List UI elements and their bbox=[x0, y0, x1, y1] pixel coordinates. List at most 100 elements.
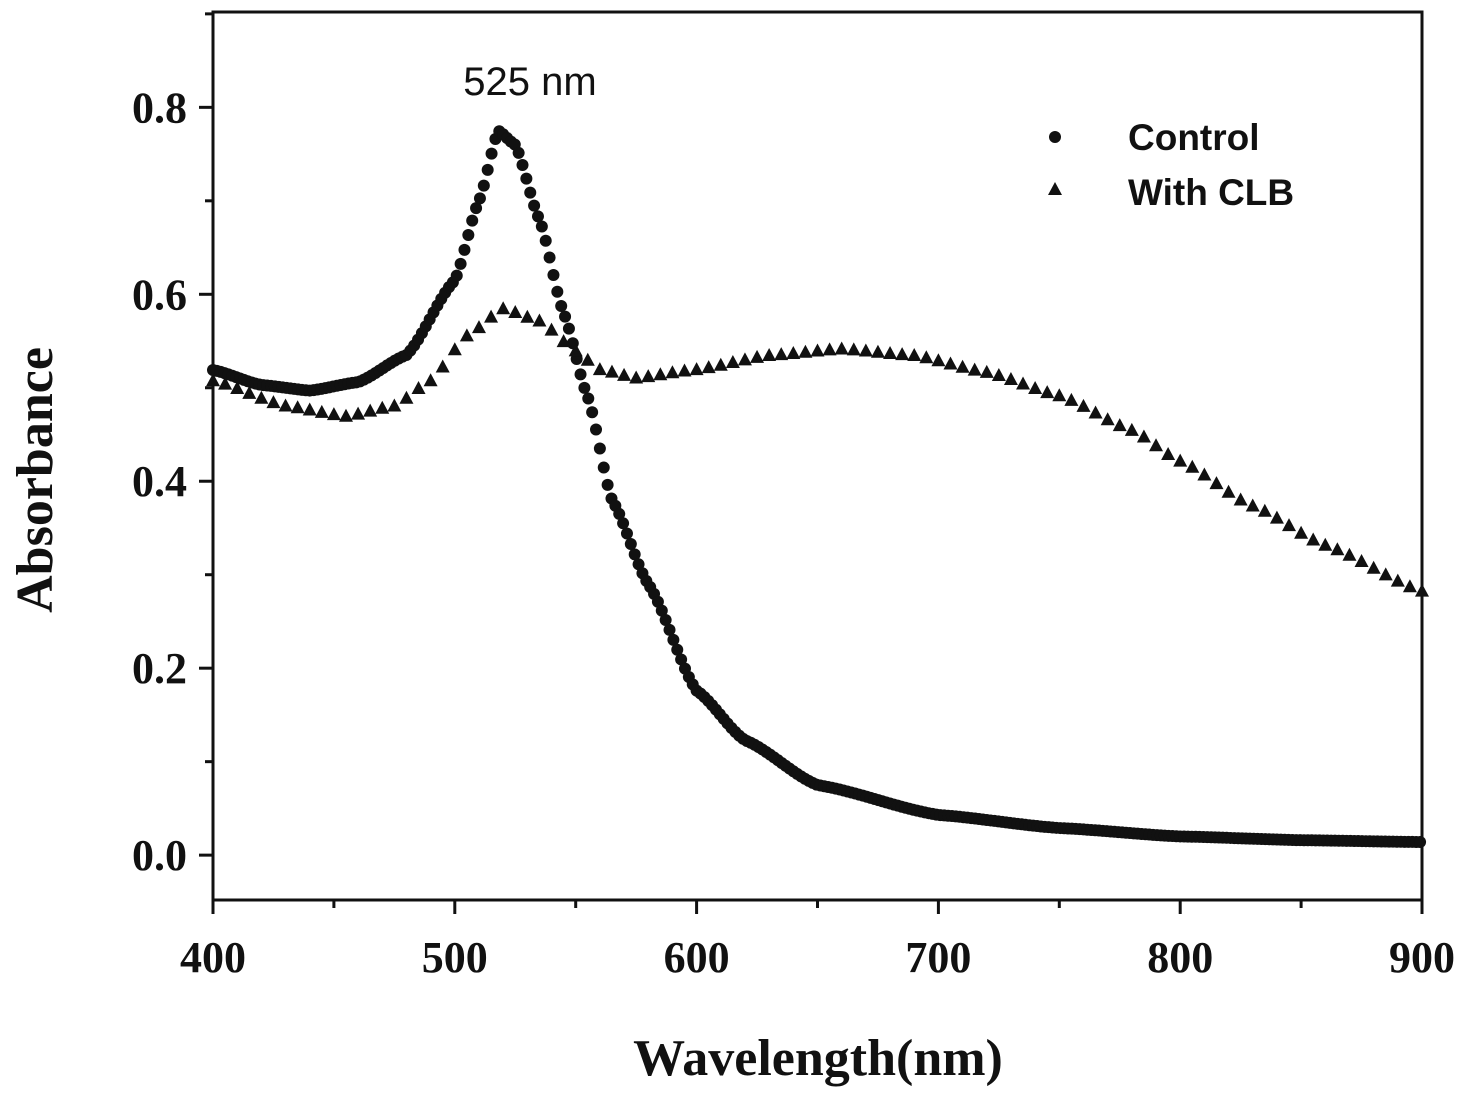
data-point bbox=[278, 398, 293, 412]
data-point bbox=[242, 385, 257, 399]
data-point bbox=[613, 507, 626, 520]
data-point bbox=[1016, 376, 1031, 390]
data-marks bbox=[206, 125, 1429, 849]
data-point bbox=[931, 353, 946, 367]
data-point bbox=[1282, 518, 1297, 532]
data-point bbox=[834, 341, 849, 355]
data-point bbox=[302, 402, 317, 416]
data-point bbox=[858, 343, 873, 357]
data-point bbox=[520, 172, 533, 185]
peak-annotation: 525 nm bbox=[463, 60, 596, 104]
data-point bbox=[919, 350, 934, 364]
data-point bbox=[671, 643, 684, 656]
data-point bbox=[737, 352, 752, 366]
data-point bbox=[1149, 438, 1164, 452]
data-point bbox=[458, 243, 471, 256]
data-point bbox=[786, 346, 801, 360]
data-point bbox=[1414, 836, 1427, 849]
data-point bbox=[387, 398, 402, 412]
data-point bbox=[586, 406, 599, 419]
y-tick-label: 0.0 bbox=[132, 831, 187, 880]
data-point bbox=[1233, 492, 1248, 506]
data-point bbox=[762, 348, 777, 362]
data-point bbox=[955, 359, 970, 373]
data-point bbox=[423, 373, 438, 387]
data-point bbox=[1306, 532, 1321, 546]
data-point bbox=[1136, 429, 1151, 443]
data-point bbox=[543, 251, 556, 264]
legend: Control With CLB bbox=[1048, 117, 1294, 213]
data-point bbox=[535, 220, 548, 233]
data-point bbox=[531, 210, 544, 223]
x-tick-label: 800 bbox=[1147, 933, 1213, 982]
data-point bbox=[544, 322, 559, 336]
data-point bbox=[667, 633, 680, 646]
data-point bbox=[1318, 537, 1333, 551]
data-point bbox=[632, 558, 645, 571]
data-point bbox=[629, 370, 644, 384]
data-point bbox=[1294, 525, 1309, 539]
data-point bbox=[1064, 392, 1079, 406]
data-point bbox=[556, 334, 571, 348]
series-control bbox=[207, 125, 1427, 849]
data-point bbox=[689, 362, 704, 376]
data-point bbox=[562, 322, 575, 335]
data-point bbox=[1076, 398, 1091, 412]
data-point bbox=[528, 199, 541, 212]
data-point bbox=[1161, 446, 1176, 460]
data-point bbox=[1028, 381, 1043, 395]
data-point bbox=[375, 400, 390, 414]
data-point bbox=[1185, 459, 1200, 473]
data-point bbox=[1366, 560, 1381, 574]
x-tick-label: 600 bbox=[664, 933, 730, 982]
data-point bbox=[1052, 388, 1067, 402]
data-point bbox=[943, 356, 958, 370]
data-point bbox=[547, 269, 560, 282]
x-tick-label: 500 bbox=[422, 933, 488, 982]
data-point bbox=[798, 344, 813, 358]
data-point bbox=[314, 404, 329, 418]
data-point bbox=[592, 362, 607, 376]
y-tick-label: 0.4 bbox=[132, 457, 187, 506]
data-point bbox=[628, 548, 641, 561]
data-point bbox=[516, 158, 529, 171]
data-point bbox=[473, 192, 486, 205]
data-point bbox=[677, 363, 692, 377]
data-point bbox=[1100, 412, 1115, 426]
data-point bbox=[450, 269, 463, 282]
x-tick-label: 700 bbox=[905, 933, 971, 982]
data-point bbox=[1342, 547, 1357, 561]
data-point bbox=[713, 357, 728, 371]
data-point bbox=[266, 395, 281, 409]
data-point bbox=[447, 342, 462, 356]
data-point bbox=[967, 362, 982, 376]
data-point bbox=[1209, 476, 1224, 490]
data-point bbox=[363, 403, 378, 417]
data-point bbox=[822, 342, 837, 356]
data-point bbox=[1197, 467, 1212, 481]
data-point bbox=[351, 406, 366, 420]
data-point bbox=[1269, 510, 1284, 524]
data-point bbox=[520, 309, 535, 323]
data-point bbox=[1330, 542, 1345, 556]
data-point bbox=[620, 527, 633, 540]
data-point bbox=[597, 461, 610, 474]
data-point bbox=[604, 364, 619, 378]
data-point bbox=[484, 309, 499, 323]
data-point bbox=[1390, 573, 1405, 587]
data-point bbox=[883, 346, 898, 360]
y-tick-label: 0.2 bbox=[132, 644, 187, 693]
data-point bbox=[601, 478, 614, 491]
data-point bbox=[559, 310, 572, 323]
data-point bbox=[481, 163, 494, 176]
data-point bbox=[774, 347, 789, 361]
data-point bbox=[1245, 498, 1260, 512]
data-point bbox=[590, 423, 603, 436]
data-point bbox=[665, 365, 680, 379]
data-point bbox=[466, 214, 479, 227]
data-point bbox=[496, 301, 511, 315]
data-point bbox=[1221, 484, 1236, 498]
data-point bbox=[991, 368, 1006, 382]
data-point bbox=[979, 364, 994, 378]
